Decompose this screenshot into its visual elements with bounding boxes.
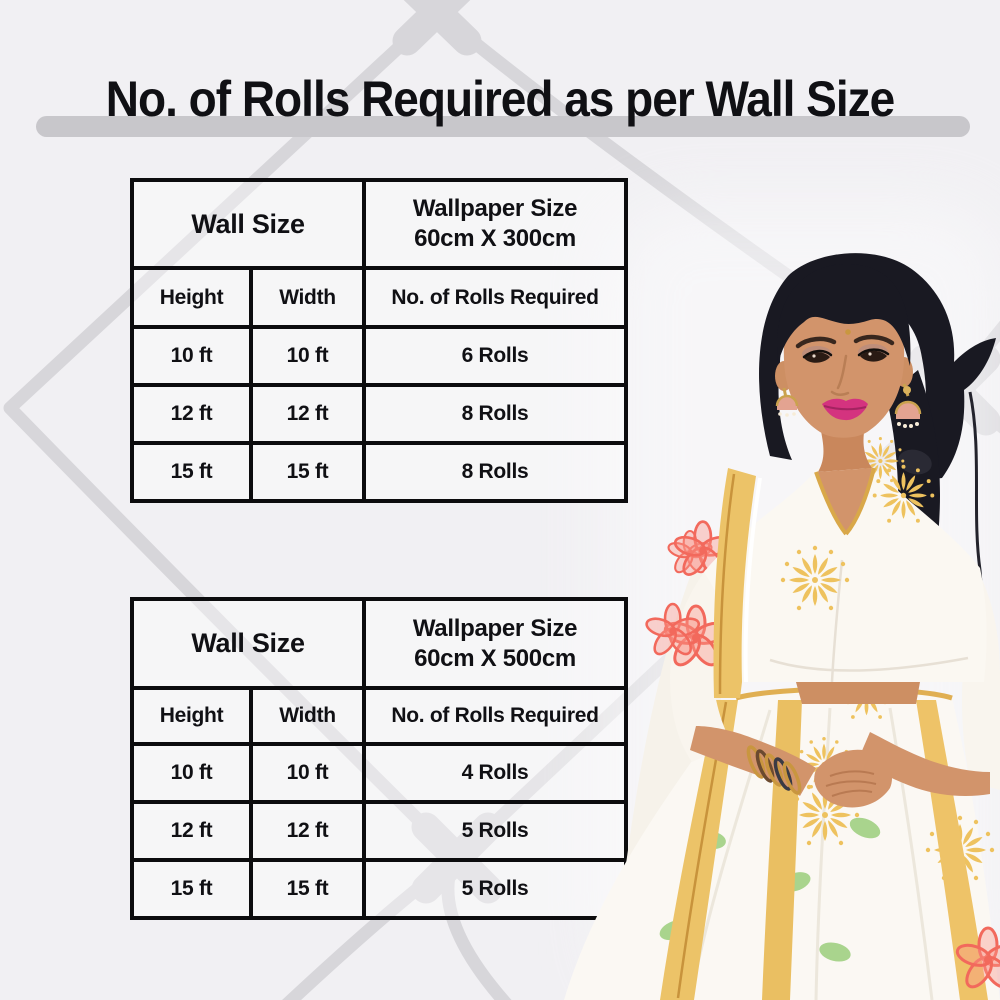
table-cell-rolls: 8 Rolls	[362, 383, 628, 445]
table-cell-height: 15 ft	[130, 441, 253, 503]
table-cell-rolls: 8 Rolls	[362, 441, 628, 503]
wallpaper-size-header: Wallpaper Size 60cm X 500cm	[362, 597, 628, 690]
table-cell-height: 12 ft	[130, 800, 253, 862]
table-cell-rolls: 6 Rolls	[362, 325, 628, 387]
table-cell-width: 15 ft	[249, 858, 366, 920]
face	[775, 264, 922, 438]
bindi	[845, 329, 851, 335]
eye	[804, 352, 830, 363]
height-column-header: Height	[130, 266, 253, 329]
eyebrow	[795, 336, 837, 349]
eyeliner	[802, 348, 890, 359]
dupatta-gold-border	[713, 468, 762, 698]
rolls-table-300: Wall Size Wallpaper Size 60cm X 300cm He…	[130, 178, 628, 503]
earring	[894, 383, 922, 428]
rolls-column-header: No. of Rolls Required	[362, 686, 628, 746]
wallpaper-size-line2: 60cm X 300cm	[414, 225, 576, 252]
table-row: 12 ft 12 ft 8 Rolls	[130, 383, 628, 445]
nose	[830, 354, 850, 396]
model-photo	[564, 253, 1000, 1000]
eye	[860, 350, 887, 362]
width-column-header: Width	[249, 686, 366, 746]
table-cell-width: 10 ft	[249, 742, 366, 804]
table-row: 10 ft 10 ft 6 Rolls	[130, 325, 628, 387]
table-row: 10 ft 10 ft 4 Rolls	[130, 742, 628, 804]
table-cell-width: 15 ft	[249, 441, 366, 503]
table-row: 12 ft 12 ft 5 Rolls	[130, 800, 628, 862]
blouse	[704, 437, 987, 683]
table-header-row: Wall Size Wallpaper Size 60cm X 300cm	[130, 178, 628, 270]
hair-front	[777, 264, 911, 366]
table-cell-height: 15 ft	[130, 858, 253, 920]
wall-size-header: Wall Size	[130, 597, 366, 690]
table-row: 15 ft 15 ft 5 Rolls	[130, 858, 628, 920]
table-subheader-row: Height Width No. of Rolls Required	[130, 266, 628, 329]
table-cell-height: 10 ft	[130, 325, 253, 387]
title-underline-bar	[36, 116, 970, 137]
table-subheader-row: Height Width No. of Rolls Required	[130, 686, 628, 746]
earring	[775, 387, 799, 417]
table-cell-height: 12 ft	[130, 383, 253, 445]
height-column-header: Height	[130, 686, 253, 746]
table-cell-width: 12 ft	[249, 383, 366, 445]
table-cell-rolls: 4 Rolls	[362, 742, 628, 804]
table-cell-height: 10 ft	[130, 742, 253, 804]
wallpaper-size-line2: 60cm X 500cm	[414, 644, 576, 672]
page-title: No. of Rolls Required as per Wall Size	[105, 70, 895, 127]
table-cell-rolls: 5 Rolls	[362, 858, 628, 920]
table-row: 15 ft 15 ft 8 Rolls	[130, 441, 628, 503]
rolls-column-header: No. of Rolls Required	[362, 266, 628, 329]
table-cell-width: 10 ft	[249, 325, 366, 387]
wallpaper-size-line1: Wallpaper Size	[412, 195, 578, 222]
wall-size-header: Wall Size	[130, 178, 366, 270]
table-header-row: Wall Size Wallpaper Size 60cm X 500cm	[130, 597, 628, 690]
wallpaper-size-line1: Wallpaper Size	[412, 614, 578, 642]
eyebrow	[853, 334, 895, 346]
width-column-header: Width	[249, 266, 366, 329]
table-cell-width: 12 ft	[249, 800, 366, 862]
table-cell-rolls: 5 Rolls	[362, 800, 628, 862]
wallpaper-size-header: Wallpaper Size 60cm X 300cm	[362, 178, 628, 270]
rolls-table-500: Wall Size Wallpaper Size 60cm X 500cm He…	[130, 597, 628, 920]
